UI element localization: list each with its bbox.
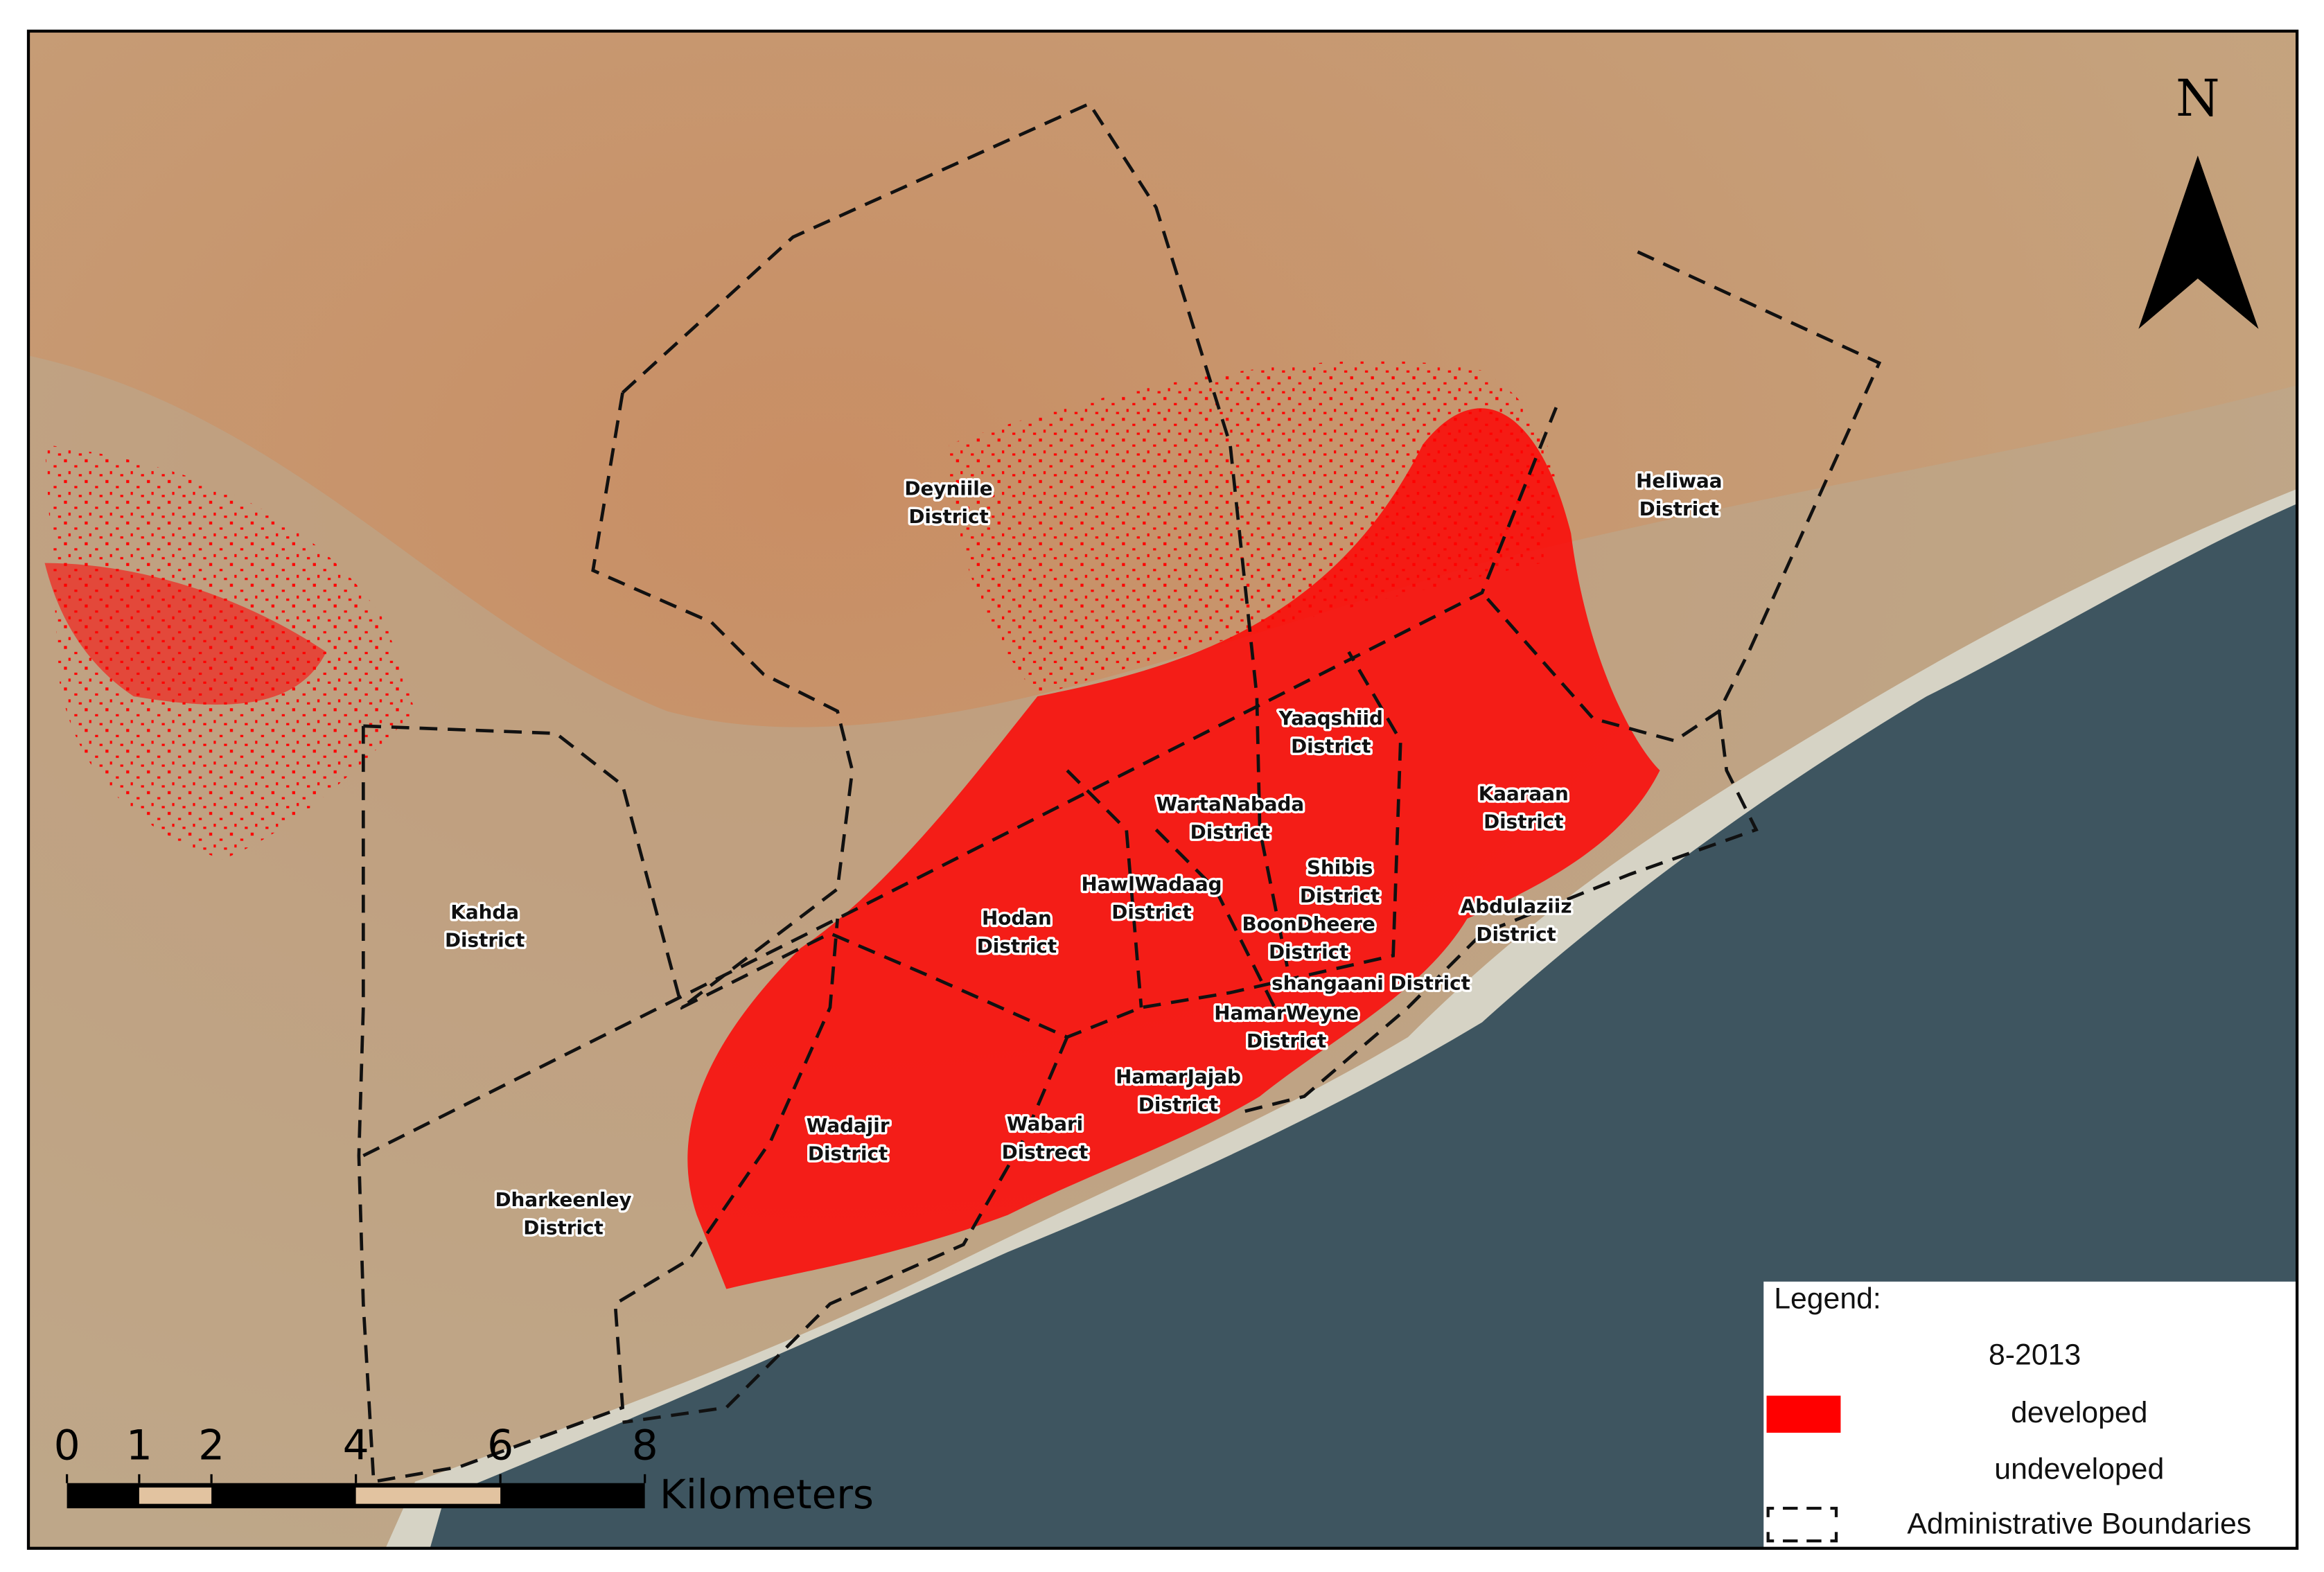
district-label: District: [977, 935, 1057, 957]
boundary: [1244, 711, 1759, 1113]
scale-bar-segment: [355, 1487, 501, 1504]
boundary: [363, 651, 1402, 1039]
legend-title: Legend:: [1774, 1282, 1881, 1315]
developed-north: [949, 361, 1556, 697]
district-label: Abdulaziiz: [1461, 894, 1572, 917]
district-label: Dharkeenley: [495, 1188, 631, 1211]
developed-core: [687, 408, 1660, 1289]
district-label: Shibis: [1307, 856, 1373, 879]
boundary: [622, 1036, 1069, 1424]
boundary: [357, 725, 840, 1484]
legend-item: developed: [2011, 1396, 2147, 1429]
legend-swatch-boundary: [1766, 1506, 1838, 1543]
district-label: Distrect: [1002, 1140, 1089, 1163]
boundary: [362, 407, 1558, 1158]
boundary: [1066, 769, 1276, 1009]
district-label: District: [1111, 901, 1191, 924]
district-label: District: [1138, 1093, 1218, 1116]
legend: Legend: 8-2013 developed undeveloped Adm…: [1763, 1281, 2298, 1548]
district-label: District: [1484, 810, 1563, 833]
district-label: District: [445, 929, 525, 952]
district-label: District: [1300, 884, 1380, 907]
legend-box: [1763, 1281, 2298, 1548]
scale-label: 0: [54, 1421, 80, 1469]
district-label: District: [908, 505, 988, 528]
district-label: Deyniile: [904, 477, 992, 500]
district-labels: Deyniile District Heliwaa District Yaaqshiid…: [443, 467, 1725, 1242]
district-label: HawlWadaag: [1082, 872, 1222, 895]
district-label: District: [1476, 923, 1556, 946]
district-label: District: [523, 1216, 603, 1239]
scale-bar-segment: [139, 1487, 212, 1504]
north-label: N: [2176, 70, 2220, 128]
scale-label: 2: [198, 1421, 225, 1469]
district-label: Kahda: [450, 901, 519, 924]
district-label: shangaani District: [1271, 972, 1470, 995]
district-label: Yaaqshiid: [1278, 707, 1383, 730]
frame: [26, 29, 2299, 1550]
scale-label: 1: [126, 1421, 152, 1469]
north-arrow-shape: [2138, 155, 2259, 329]
district-label: District: [1639, 497, 1719, 520]
scale-label: 6: [487, 1421, 513, 1469]
boundaries: [357, 101, 1882, 1484]
district-label: Heliwaa: [1636, 470, 1722, 493]
scale-label: 4: [343, 1421, 369, 1469]
district-label: District: [1190, 820, 1270, 843]
developed-west-core: [44, 563, 326, 705]
district-label: District: [1291, 734, 1371, 757]
district-label: Wabari: [1007, 1113, 1083, 1136]
boundary: [591, 392, 854, 1009]
district-label: Wadajir: [807, 1114, 890, 1137]
scale-unit: Kilometers: [660, 1471, 874, 1518]
legend-item: undeveloped: [1994, 1452, 2164, 1485]
district-label: District: [1269, 941, 1348, 964]
district-label: HamarJajab: [1116, 1065, 1241, 1088]
district-label: Kaaraan: [1479, 782, 1569, 805]
boundary: [621, 101, 1292, 978]
legend-item: Administrative Boundaries: [1907, 1507, 2251, 1540]
district-label: Hodan: [982, 906, 1052, 929]
legend-date: 8-2013: [1989, 1339, 2081, 1372]
legend-swatch-developed: [1766, 1395, 1841, 1433]
district-label: District: [808, 1142, 888, 1165]
district-label: District: [1247, 1030, 1326, 1052]
district-label: BoonDheere: [1242, 912, 1375, 935]
district-label: HamarWeyne: [1214, 1001, 1359, 1024]
district-label: WartaNabada: [1156, 793, 1305, 815]
scale-label: 8: [632, 1421, 658, 1469]
north-arrow: N: [2138, 70, 2259, 329]
